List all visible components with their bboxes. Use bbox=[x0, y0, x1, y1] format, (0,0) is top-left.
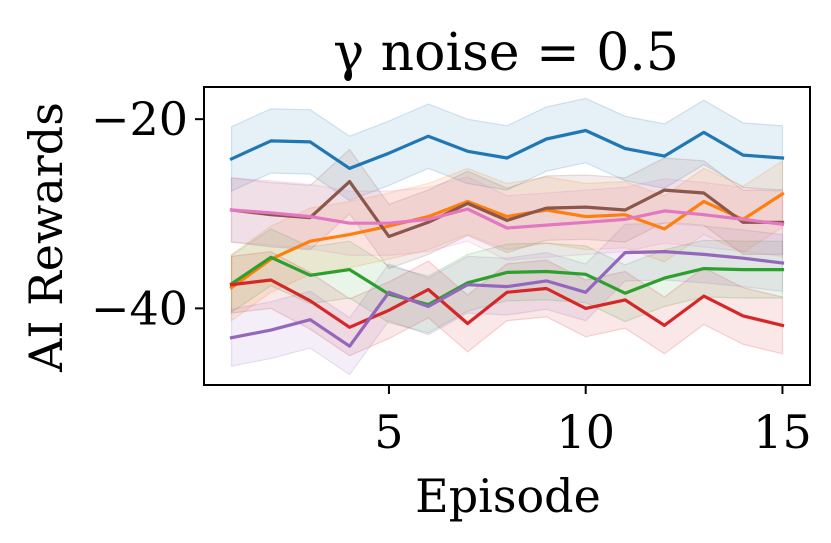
x-tick-label-5: 5 bbox=[374, 405, 403, 459]
series-line-pink bbox=[229, 207, 785, 230]
series-band-pink bbox=[230, 176, 784, 261]
series-line-purple bbox=[229, 250, 785, 348]
series-band-red bbox=[230, 250, 784, 357]
series-line-orange bbox=[229, 191, 785, 290]
chart-title: γ noise = 0.5 bbox=[333, 23, 679, 83]
x-tick-label-10: 10 bbox=[556, 405, 615, 459]
series-line-brown bbox=[229, 180, 785, 239]
y-tick-label-40: −40 bbox=[91, 281, 188, 335]
series-band-blue bbox=[230, 97, 784, 202]
y-axis-label: AI Rewards bbox=[19, 102, 73, 373]
series-line-green bbox=[229, 255, 785, 307]
series-line-blue bbox=[229, 128, 785, 170]
series-band-purple bbox=[230, 222, 784, 376]
y-tick-label-20: −20 bbox=[91, 92, 188, 146]
series-band-brown bbox=[230, 148, 784, 270]
x-tick-label-15: 15 bbox=[753, 405, 812, 459]
series-band-green bbox=[230, 228, 784, 334]
series-line-red bbox=[229, 278, 785, 329]
plot-area: 5 10 15 −20 −40 bbox=[91, 86, 812, 459]
axes-frame bbox=[203, 86, 811, 386]
x-axis-label: Episode bbox=[415, 469, 601, 523]
